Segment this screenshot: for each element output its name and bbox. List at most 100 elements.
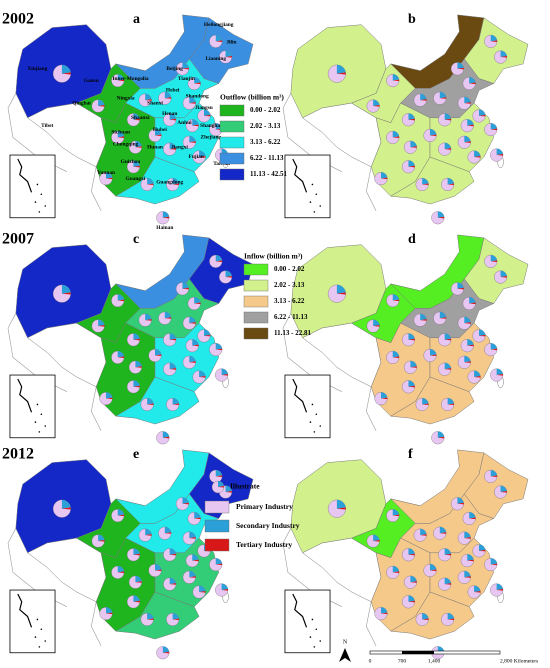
year-label: 2012 (2, 446, 34, 463)
pie-tertiary (98, 105, 105, 107)
pie-tertiary (61, 72, 71, 75)
pie-secondary (500, 270, 507, 278)
province-label: Jilin (226, 40, 236, 46)
pie-secondary (447, 613, 454, 620)
inset-coast (292, 158, 308, 193)
pie-tertiary (133, 385, 140, 388)
pie-tertiary (410, 146, 417, 148)
pie-tertiary (164, 97, 172, 99)
legend-label: 2.02 - 3.13 (250, 122, 281, 130)
pie-secondary (169, 548, 176, 555)
pie-tertiary (133, 338, 140, 341)
pie-secondary (392, 294, 400, 301)
province-label: Chongqing (113, 141, 139, 147)
legend-swatch (219, 152, 245, 165)
map-panel (282, 234, 529, 445)
pie-secondary (430, 564, 437, 571)
pie-tertiary (135, 366, 142, 368)
pie-secondary (457, 62, 464, 69)
pie-tertiary (410, 581, 417, 583)
inset-island (309, 421, 312, 423)
pie-tertiary (215, 475, 223, 477)
pie-secondary (420, 93, 427, 101)
inset-island (40, 413, 43, 416)
pie-tertiary (215, 260, 223, 262)
panel-letter: a (133, 12, 140, 27)
pie-secondary (61, 64, 71, 74)
map-panel: Xinjiang Tibet Qinghai Gansu Inner-Mongolia H… (7, 14, 254, 231)
north-arrow (339, 648, 351, 662)
pie-tertiary (225, 56, 232, 58)
pie-tertiary (392, 79, 400, 82)
legend-label: 3.13 - 6.22 (250, 138, 281, 146)
pie-secondary (336, 64, 346, 74)
border-line (365, 386, 377, 432)
pie-secondary (98, 319, 105, 327)
pie-tertiary (155, 569, 162, 572)
pie-tertiary (430, 134, 437, 137)
pie-tertiary (464, 537, 471, 539)
pie-tertiary (469, 302, 476, 305)
pie-secondary (182, 62, 189, 69)
pie-tertiary (467, 344, 474, 347)
legend-title: Outflow (billion m³) (220, 93, 284, 102)
pie-secondary (408, 380, 415, 387)
pie-secondary (408, 113, 415, 120)
pie-secondary (182, 497, 189, 504)
inset-island (313, 431, 316, 433)
pie-secondary (133, 160, 140, 167)
pie-secondary (408, 595, 415, 602)
pie-secondary (204, 329, 211, 336)
pie-tertiary (192, 344, 199, 347)
pie-tertiary (169, 338, 177, 341)
pie-tertiary (117, 514, 125, 517)
pie-secondary (194, 512, 201, 519)
pie-secondary (135, 360, 142, 368)
pie-secondary (490, 254, 498, 262)
pie-secondary (410, 140, 417, 148)
inset-island (38, 431, 41, 433)
pie-secondary (218, 481, 224, 487)
pie-tertiary (172, 618, 180, 621)
inset-coast (292, 593, 308, 628)
pie-tertiary (490, 563, 498, 566)
legend-swatch (219, 168, 245, 181)
inset-box (284, 374, 331, 439)
pie-tertiary (117, 299, 125, 302)
pie-secondary (145, 313, 152, 321)
pie-secondary (464, 570, 471, 578)
pie-tertiary (422, 183, 429, 186)
pie-tertiary (420, 534, 427, 536)
map-panel (7, 234, 254, 445)
province-label: Qinghai (72, 100, 91, 106)
province-label: Gansu (84, 78, 99, 84)
province-region (188, 237, 254, 304)
pie-tertiary (169, 583, 177, 585)
pie-secondary (408, 548, 415, 555)
inset-island (319, 205, 322, 207)
pie-tertiary (164, 317, 172, 319)
province-label: Hubei (153, 127, 168, 133)
pie-secondary (381, 607, 388, 614)
legend-label: 6.22 - 11.13 (250, 154, 284, 162)
pie-tertiary (392, 299, 400, 302)
province-region (390, 156, 475, 205)
province-label: Beijing (166, 66, 183, 72)
pie-secondary (169, 577, 176, 585)
scale-bar (369, 650, 501, 655)
inset-island (315, 628, 318, 631)
pie-tertiary (392, 514, 400, 517)
legend-swatch (219, 104, 245, 117)
pie-tertiary (189, 322, 196, 324)
pie-tertiary (164, 532, 172, 534)
border-line (90, 166, 102, 212)
pie-secondary (336, 499, 346, 509)
pie-tertiary (410, 366, 417, 368)
inset-island (311, 183, 314, 186)
legend-label: Secondary Industry (236, 521, 300, 530)
province-label: Hunan (147, 144, 163, 150)
pie-tertiary (373, 325, 380, 327)
pie-secondary (444, 548, 451, 555)
province-region (188, 17, 254, 84)
inset-island (313, 211, 316, 213)
